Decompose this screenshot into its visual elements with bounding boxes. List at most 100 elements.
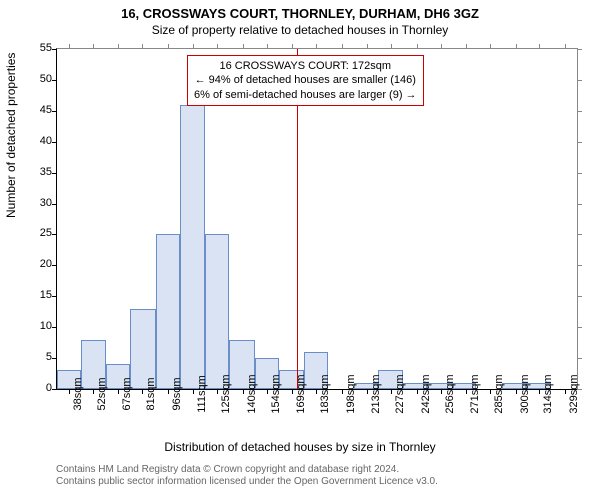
xtick-mark [441,44,442,49]
xtick-label: 140sqm [246,374,258,413]
xtick-mark [342,44,343,49]
xtick-mark [292,389,293,394]
xtick-mark [193,389,194,394]
xtick-mark [417,44,418,49]
xtick-label: 271sqm [469,374,481,413]
ytick-mark [577,296,582,297]
annotation-box: 16 CROSSWAYS COURT: 172sqm← 94% of detac… [187,55,424,106]
plot-area: 16 CROSSWAYS COURT: 172sqm← 94% of detac… [56,48,578,390]
xtick-mark [168,389,169,394]
ytick-mark [577,142,582,143]
xtick-mark [69,44,70,49]
xtick-label: 67sqm [121,377,133,410]
ytick-label: 35 [40,166,52,178]
ytick-label: 10 [40,320,52,332]
x-axis-label: Distribution of detached houses by size … [0,440,600,454]
ytick-mark [52,389,57,390]
xtick-mark [367,389,368,394]
ytick-label: 55 [40,42,52,54]
xtick-mark [267,44,268,49]
ytick-label: 45 [40,104,52,116]
xtick-mark [142,389,143,394]
ytick-label: 5 [46,351,52,363]
footer-line2: Contains public sector information licen… [56,476,438,488]
xtick-label: 81sqm [145,377,157,410]
xtick-mark [193,44,194,49]
xtick-label: 213sqm [370,374,382,413]
xtick-label: 169sqm [295,374,307,413]
xtick-mark [118,44,119,49]
xtick-mark [292,44,293,49]
histogram-bar [156,234,180,389]
ytick-label: 40 [40,135,52,147]
ytick-mark [52,327,57,328]
xtick-label: 96sqm [171,377,183,410]
xtick-mark [93,44,94,49]
xtick-mark [118,389,119,394]
ytick-mark [52,111,57,112]
xtick-mark [93,389,94,394]
ytick-mark [577,327,582,328]
chart-title-line2: Size of property relative to detached ho… [0,21,600,37]
ytick-label: 25 [40,227,52,239]
ytick-mark [52,296,57,297]
xtick-mark [565,389,566,394]
histogram-bar [205,234,229,389]
xtick-mark [243,389,244,394]
xtick-mark [417,389,418,394]
xtick-mark [490,389,491,394]
ytick-mark [52,358,57,359]
ytick-mark [52,265,57,266]
xtick-label: 111sqm [196,375,208,413]
ytick-label: 0 [46,382,52,394]
xtick-label: 198sqm [345,374,357,413]
xtick-mark [168,44,169,49]
ytick-label: 30 [40,197,52,209]
xtick-label: 329sqm [568,374,580,413]
ytick-mark [52,49,57,50]
ytick-mark [52,80,57,81]
xtick-label: 256sqm [444,374,456,413]
ytick-label: 50 [40,73,52,85]
xtick-mark [539,44,540,49]
xtick-mark [217,389,218,394]
xtick-label: 300sqm [519,374,531,413]
ytick-mark [577,358,582,359]
chart-title-line1: 16, CROSSWAYS COURT, THORNLEY, DURHAM, D… [0,0,600,21]
xtick-mark [466,44,467,49]
ytick-mark [577,80,582,81]
xtick-label: 183sqm [319,374,331,413]
footer-line1: Contains HM Land Registry data © Crown c… [56,464,438,476]
xtick-mark [466,389,467,394]
ytick-mark [577,234,582,235]
xtick-mark [316,389,317,394]
histogram-bar [180,105,206,389]
ytick-mark [52,234,57,235]
footer-text: Contains HM Land Registry data © Crown c… [56,464,438,488]
xtick-mark [243,44,244,49]
annotation-line: ← 94% of detached houses are smaller (14… [194,73,417,87]
xtick-mark [69,389,70,394]
xtick-mark [539,389,540,394]
xtick-label: 242sqm [420,374,432,413]
xtick-mark [217,44,218,49]
ytick-mark [577,49,582,50]
ytick-mark [52,173,57,174]
chart-container: { "chart": { "type": "histogram", "title… [0,0,600,500]
xtick-label: 285sqm [493,374,505,413]
xtick-mark [342,389,343,394]
xtick-mark [267,389,268,394]
ytick-mark [577,265,582,266]
xtick-mark [516,389,517,394]
xtick-label: 52sqm [96,377,108,410]
xtick-label: 38sqm [72,377,84,410]
annotation-line: 16 CROSSWAYS COURT: 172sqm [194,59,417,73]
ytick-mark [577,173,582,174]
xtick-mark [441,389,442,394]
ytick-mark [577,204,582,205]
xtick-label: 154sqm [270,374,282,413]
annotation-line: 6% of semi-detached houses are larger (9… [194,88,417,102]
y-axis-label: Number of detached properties [4,53,18,218]
ytick-mark [52,142,57,143]
xtick-mark [490,44,491,49]
